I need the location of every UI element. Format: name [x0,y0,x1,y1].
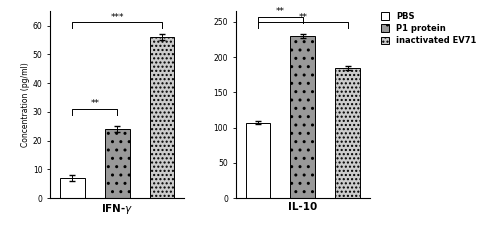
Text: **: ** [298,13,308,22]
Text: **: ** [276,7,285,16]
Bar [336,68,360,198]
X-axis label: IFN-$\gamma$: IFN-$\gamma$ [101,202,134,216]
Bar [290,36,315,198]
Y-axis label: Concentration (pg/ml): Concentration (pg/ml) [21,62,30,147]
Text: ***: *** [110,13,124,22]
Bar [60,178,84,198]
Legend: PBS, P1 protein, inactivated EV71: PBS, P1 protein, inactivated EV71 [381,12,476,45]
Bar [105,129,130,198]
Bar [246,123,270,198]
Bar [150,37,174,198]
X-axis label: IL-10: IL-10 [288,202,318,212]
Text: **: ** [90,99,100,108]
